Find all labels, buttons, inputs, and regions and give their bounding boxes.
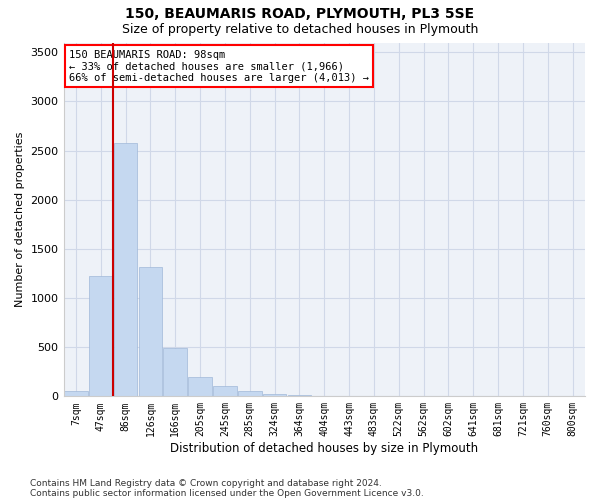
Text: 150, BEAUMARIS ROAD, PLYMOUTH, PL3 5SE: 150, BEAUMARIS ROAD, PLYMOUTH, PL3 5SE <box>125 8 475 22</box>
Y-axis label: Number of detached properties: Number of detached properties <box>15 132 25 307</box>
Bar <box>263 394 286 396</box>
Bar <box>114 143 137 397</box>
Bar <box>163 348 187 397</box>
Bar <box>89 276 113 396</box>
Text: 150 BEAUMARIS ROAD: 98sqm
← 33% of detached houses are smaller (1,966)
66% of se: 150 BEAUMARIS ROAD: 98sqm ← 33% of detac… <box>69 50 369 83</box>
Bar <box>287 395 311 396</box>
X-axis label: Distribution of detached houses by size in Plymouth: Distribution of detached houses by size … <box>170 442 478 455</box>
Bar <box>238 391 262 396</box>
Bar <box>213 386 237 396</box>
Text: Contains HM Land Registry data © Crown copyright and database right 2024.: Contains HM Land Registry data © Crown c… <box>30 478 382 488</box>
Bar <box>139 266 162 396</box>
Bar <box>64 392 88 396</box>
Bar <box>188 377 212 396</box>
Text: Size of property relative to detached houses in Plymouth: Size of property relative to detached ho… <box>122 22 478 36</box>
Text: Contains public sector information licensed under the Open Government Licence v3: Contains public sector information licen… <box>30 488 424 498</box>
